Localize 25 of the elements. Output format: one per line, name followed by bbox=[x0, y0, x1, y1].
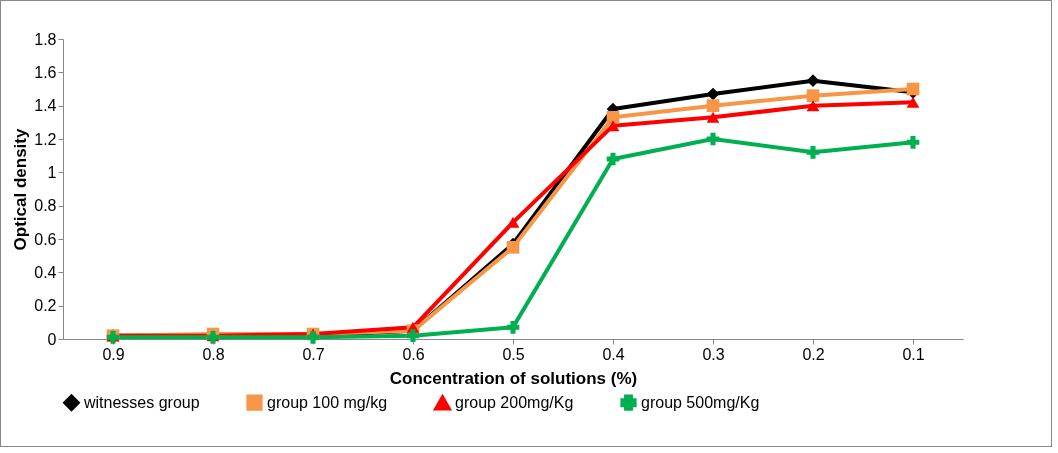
y-tick-label: 0.8 bbox=[34, 197, 57, 215]
x-tick-label: 0.1 bbox=[902, 345, 925, 363]
x-tick-label: 0.7 bbox=[302, 345, 325, 363]
y-tick-label: 1.4 bbox=[34, 97, 57, 115]
y-tick-label: 0 bbox=[47, 330, 57, 348]
y-tick-label: 1.2 bbox=[34, 130, 57, 148]
y-tick-label: 0.4 bbox=[34, 263, 57, 281]
legend-label: group 200mg/Kg bbox=[455, 394, 574, 412]
legend-label: group 100 mg/kg bbox=[267, 393, 388, 411]
legend-label: group 500mg/Kg bbox=[641, 393, 760, 411]
y-tick-label: 1 bbox=[47, 163, 57, 181]
x-axis-title: Concentration of solutions (%) bbox=[389, 368, 638, 388]
y-axis-title: Optical density bbox=[11, 128, 31, 251]
y-tick-label: 1.8 bbox=[34, 30, 57, 48]
x-tick-label: 0.4 bbox=[602, 345, 625, 363]
x-tick-label: 0.5 bbox=[502, 345, 525, 363]
legend-label: witnesses group bbox=[83, 393, 200, 411]
x-tick-label: 0.3 bbox=[702, 345, 725, 363]
x-tick-label: 0.8 bbox=[202, 345, 225, 363]
y-tick-label: 1.6 bbox=[34, 63, 57, 81]
y-tick-label: 0.6 bbox=[34, 230, 57, 248]
y-tick-label: 0.2 bbox=[34, 297, 57, 315]
x-tick-label: 0.9 bbox=[102, 345, 125, 363]
x-tick-label: 0.2 bbox=[802, 345, 825, 363]
x-tick-label: 0.6 bbox=[402, 345, 425, 363]
